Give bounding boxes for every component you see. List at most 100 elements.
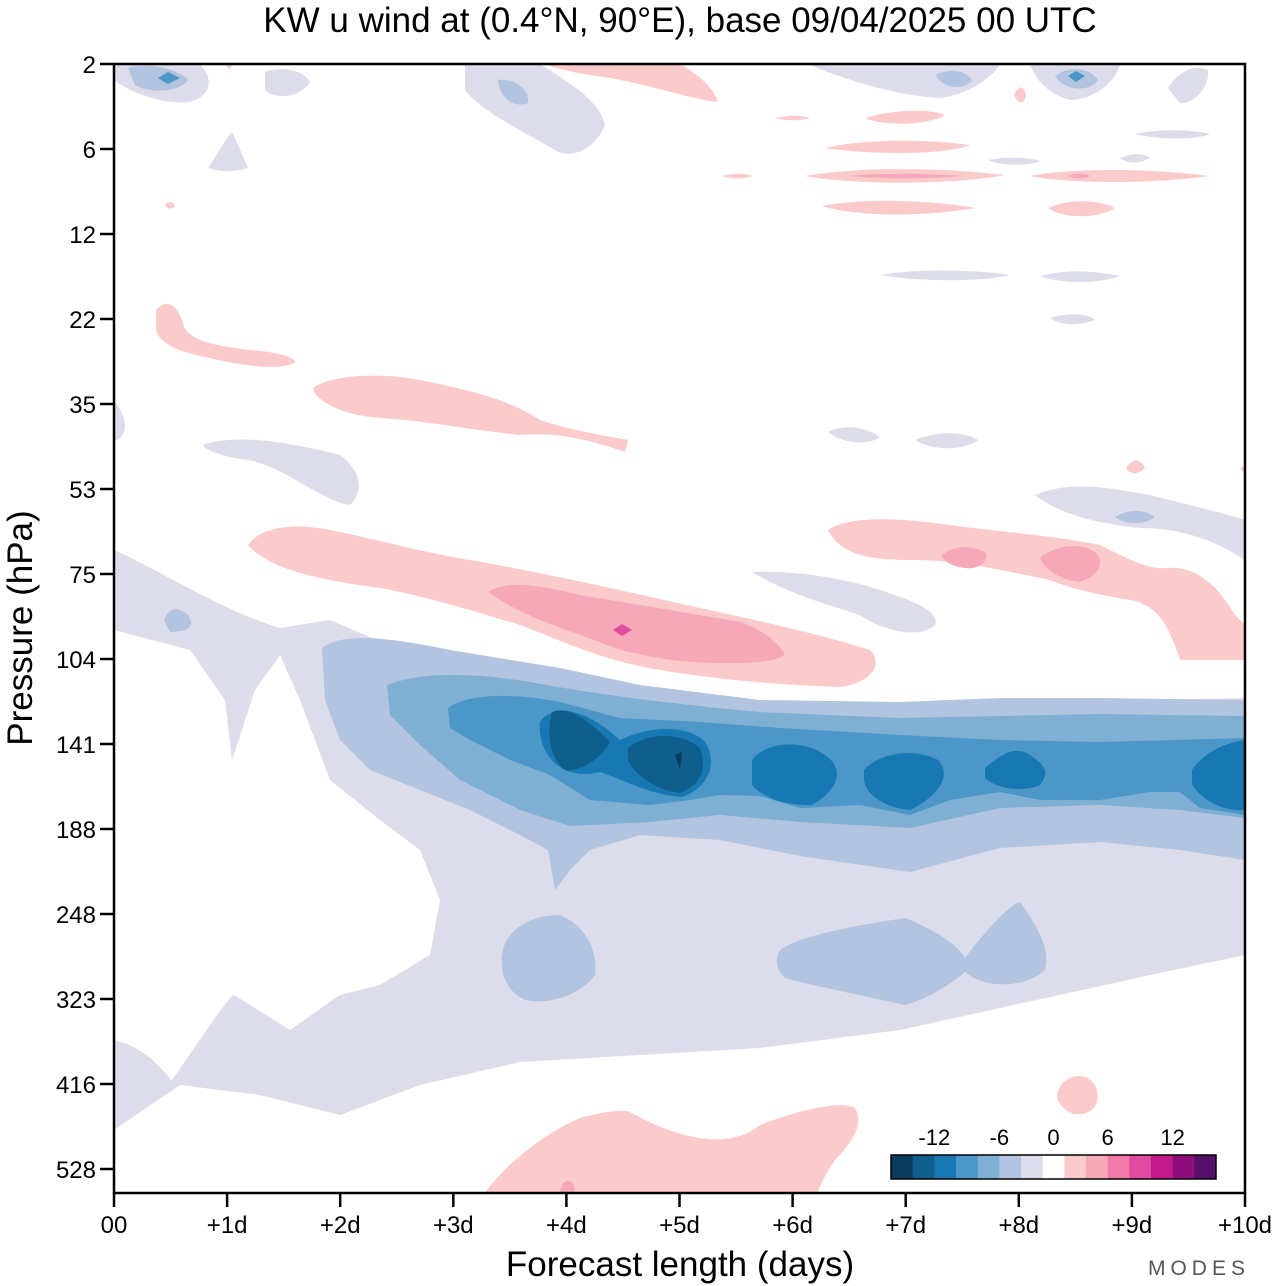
- contour-neg-2: [1040, 271, 1120, 282]
- x-tick-label: +2d: [320, 1212, 361, 1239]
- contour-neg-2: [880, 270, 1010, 281]
- y-tick-label: 12: [69, 222, 96, 249]
- colorbar-tick-label: -12: [918, 1125, 950, 1150]
- colorbar-frame: [890, 1154, 1217, 1180]
- y-tick-label: 528: [56, 1157, 96, 1184]
- y-tick-label: 416: [56, 1072, 96, 1099]
- contour-neg-4: [128, 65, 188, 91]
- contour-neg-4: [501, 915, 596, 1002]
- y-tick-label: 141: [56, 732, 96, 759]
- colorbar-tick-label: 12: [1160, 1125, 1184, 1150]
- x-tick-label: +7d: [885, 1212, 926, 1239]
- colorbar-swatch: [891, 1155, 914, 1179]
- chart-title: KW u wind at (0.4°N, 90°E), base 09/04/2…: [263, 1, 1096, 40]
- contour-neg-10: [1192, 740, 1245, 811]
- contour-pos-6: [613, 624, 632, 636]
- colorbar-swatch: [956, 1155, 979, 1179]
- contour-pos-4: [1068, 173, 1090, 179]
- contour-pos-4: [488, 584, 785, 664]
- contour-pos-2: [865, 110, 945, 124]
- contour-neg-2: [1135, 130, 1210, 139]
- colorbar-swatch: [977, 1155, 1000, 1179]
- colorbar-tick-label: 6: [1102, 1125, 1114, 1150]
- contour-neg-6: [158, 72, 180, 84]
- plot-area: [114, 40, 1245, 1193]
- contour-neg-2: [1120, 154, 1150, 163]
- contour-neg-2: [114, 400, 125, 440]
- x-tick-label: +8d: [998, 1212, 1039, 1239]
- contour-neg-2: [1168, 67, 1209, 104]
- contour-pos-2: [822, 200, 975, 215]
- contour-neg-2: [1035, 486, 1245, 560]
- contour-neg-4: [164, 609, 191, 632]
- y-tick-label: 53: [69, 477, 96, 504]
- x-tick-label: +10d: [1218, 1212, 1272, 1239]
- contour-neg-12: [549, 710, 610, 771]
- y-tick-label: 6: [83, 137, 96, 164]
- x-tick-label: +5d: [659, 1212, 700, 1239]
- contour-pos-2: [825, 140, 970, 154]
- contour-neg-2: [752, 571, 936, 633]
- contour-neg-2: [915, 433, 978, 449]
- contour-neg-2: [828, 427, 880, 443]
- x-tick-label: 00: [101, 1212, 128, 1239]
- colorbar-swatch: [1021, 1155, 1044, 1179]
- contour-neg-4: [1115, 510, 1155, 523]
- contour-pos-2: [828, 519, 1245, 660]
- modes-logo: MODES: [1148, 1257, 1250, 1280]
- contour-pos-2: [775, 115, 810, 121]
- y-tick-label: 188: [56, 817, 96, 844]
- contour-pos-4: [1040, 546, 1100, 582]
- contour-pos-2: [1014, 87, 1026, 103]
- y-tick-label: 323: [56, 987, 96, 1014]
- x-tick-label: +1d: [207, 1212, 248, 1239]
- y-tick-label: 22: [69, 307, 96, 334]
- contour-pos-2: [1126, 460, 1145, 474]
- colorbar-swatch: [1042, 1155, 1065, 1179]
- y-axis: 2 6 12 22 35 53 75 104 141 188 248 323 416 528: [56, 52, 114, 1184]
- colorbar: -12 -6 0 6 12: [887, 1114, 1220, 1186]
- colorbar-swatch: [1129, 1155, 1152, 1179]
- contour-pos-2: [156, 304, 296, 367]
- contour-pos-4: [942, 547, 987, 569]
- colorbar-swatch: [912, 1155, 935, 1179]
- colorbar-swatch: [999, 1155, 1022, 1179]
- contour-pos-2: [165, 202, 175, 209]
- contour-pos-2: [1030, 170, 1210, 182]
- y-tick-label: 2: [83, 52, 96, 79]
- contour-neg-2: [265, 69, 310, 97]
- colorbar-tick-label: -6: [990, 1125, 1010, 1150]
- contour-pos-2: [313, 375, 628, 452]
- x-tick-label: +6d: [772, 1212, 813, 1239]
- contour-neg-10: [752, 744, 837, 806]
- colorbar-swatch: [1194, 1155, 1217, 1179]
- y-tick-label: 104: [56, 647, 96, 674]
- x-tick-label: +4d: [546, 1212, 587, 1239]
- contour-neg-6: [1068, 71, 1085, 82]
- x-tick-label: +9d: [1112, 1212, 1153, 1239]
- contour-pos-2: [722, 173, 752, 179]
- contour-pos-2: [485, 1105, 859, 1193]
- colorbar-swatch: [1107, 1155, 1130, 1179]
- y-tick-label: 75: [69, 562, 96, 589]
- contour-neg-12: [628, 735, 704, 793]
- colorbar-swatch: [1064, 1155, 1087, 1179]
- contour-neg-10: [864, 753, 944, 810]
- x-axis-label: Forecast length (days): [506, 1245, 854, 1284]
- contour-pos-2: [545, 64, 718, 102]
- contour-pos-2: [225, 64, 232, 70]
- contour-neg-10: [985, 750, 1046, 790]
- x-tick-label: +3d: [433, 1212, 474, 1239]
- contour-neg-4: [935, 70, 972, 87]
- contour-pos-2: [1057, 1075, 1098, 1115]
- contour-neg-16: [675, 752, 682, 770]
- colorbar-swatch: [934, 1155, 957, 1179]
- colorbar-swatch: [1151, 1155, 1174, 1179]
- contour-neg-2: [203, 439, 359, 505]
- contour-pos-2: [1048, 201, 1115, 217]
- contour-neg-4: [498, 79, 529, 105]
- y-tick-label: 248: [56, 902, 96, 929]
- contour-neg-4: [776, 902, 1047, 1005]
- colorbar-tick-label: 0: [1047, 1125, 1059, 1150]
